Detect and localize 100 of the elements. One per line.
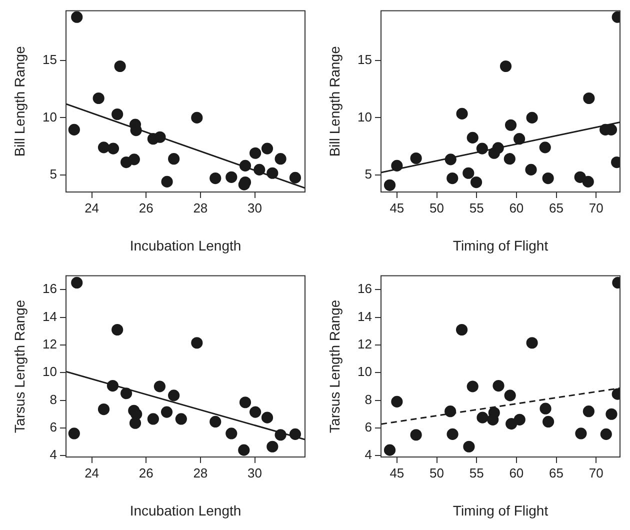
y-tick-label: 6 (364, 420, 372, 435)
point (466, 132, 478, 144)
point (191, 337, 203, 349)
y-tick-label: 14 (358, 308, 372, 324)
point (250, 147, 262, 159)
x-tick-label: 30 (248, 465, 262, 480)
y-tick-label: 15 (358, 52, 372, 68)
x-tick-label: 26 (138, 200, 154, 216)
point (446, 428, 458, 440)
x-tick-label: 24 (84, 465, 100, 480)
point (542, 416, 554, 428)
point (542, 172, 554, 184)
x-tick-label: 28 (193, 465, 208, 480)
x-tick-label: 55 (469, 200, 484, 216)
x-tick-label: 70 (588, 465, 604, 480)
point (250, 406, 262, 418)
point (583, 92, 595, 104)
point (175, 413, 187, 425)
point (226, 171, 238, 183)
point (168, 390, 180, 402)
x-tick-label: 70 (588, 200, 604, 216)
point (128, 154, 140, 166)
point (210, 172, 222, 184)
point (238, 444, 250, 456)
y-tick-label: 15 (42, 52, 57, 68)
point (391, 396, 403, 408)
x-tick-label: 60 (509, 465, 524, 480)
point (107, 142, 120, 154)
point (147, 413, 159, 425)
x-tick-label: 28 (193, 200, 208, 216)
point (191, 112, 203, 124)
point (444, 406, 456, 418)
x-tick-label: 60 (509, 200, 524, 216)
y-tick-label: 16 (42, 281, 57, 296)
x-tick-label: 50 (430, 200, 444, 216)
point (114, 60, 126, 72)
point (261, 412, 274, 424)
point (92, 92, 104, 104)
y-tick-label: 10 (42, 364, 57, 380)
point (500, 60, 512, 72)
point (98, 403, 110, 416)
point (470, 176, 482, 188)
point (274, 153, 286, 165)
point (384, 444, 396, 456)
point (504, 119, 517, 131)
point (384, 179, 396, 191)
y-axis-title: Bill Length Range (11, 46, 28, 157)
point (476, 412, 488, 424)
point (112, 108, 124, 120)
point (120, 388, 132, 400)
point (526, 112, 538, 124)
y-tick-label: 12 (358, 336, 372, 352)
x-tick-label: 45 (390, 200, 404, 216)
point (526, 337, 538, 349)
x-tick-label: 45 (390, 465, 404, 480)
y-tick-label: 14 (42, 308, 57, 324)
y-tick-label: 4 (364, 447, 372, 462)
x-axis-title: Timing of Flight (452, 237, 548, 254)
point (540, 402, 552, 414)
y-tick-label: 5 (50, 166, 57, 182)
y-tick-label: 10 (358, 109, 372, 124)
x-axis-title: Incubation Length (130, 237, 242, 254)
point (68, 428, 80, 440)
y-axis-title: Tarsus Length Range (11, 300, 28, 433)
point (71, 11, 83, 23)
x-tick-label: 30 (248, 200, 262, 216)
point (514, 414, 526, 426)
point (68, 124, 80, 136)
y-tick-label: 16 (358, 281, 372, 296)
point (582, 176, 594, 188)
y-tick-label: 12 (42, 336, 57, 352)
point (525, 164, 537, 176)
y-tick-label: 5 (364, 166, 372, 182)
point (98, 142, 110, 154)
x-tick-label: 55 (469, 465, 484, 480)
point (71, 276, 83, 289)
x-tick-label: 26 (138, 465, 154, 480)
point (574, 171, 586, 183)
point (466, 380, 478, 392)
y-axis-title: Tarsus Length Range (326, 300, 342, 433)
x-axis-title: Incubation Length (130, 502, 242, 518)
y-axis-title: Bill Length Range (326, 46, 342, 157)
point (261, 142, 274, 154)
point (504, 390, 516, 402)
point (487, 414, 499, 426)
y-tick-label: 10 (358, 364, 372, 380)
point (575, 428, 587, 440)
point (514, 133, 526, 145)
point (154, 380, 166, 392)
point (210, 416, 222, 428)
x-tick-label: 65 (549, 200, 564, 216)
y-tick-label: 6 (50, 420, 57, 435)
point (266, 440, 278, 452)
point (600, 428, 612, 440)
point (456, 324, 468, 336)
point (168, 153, 180, 165)
y-tick-label: 8 (50, 392, 57, 407)
point (504, 153, 516, 165)
y-tick-label: 10 (42, 109, 57, 124)
point (160, 406, 173, 418)
